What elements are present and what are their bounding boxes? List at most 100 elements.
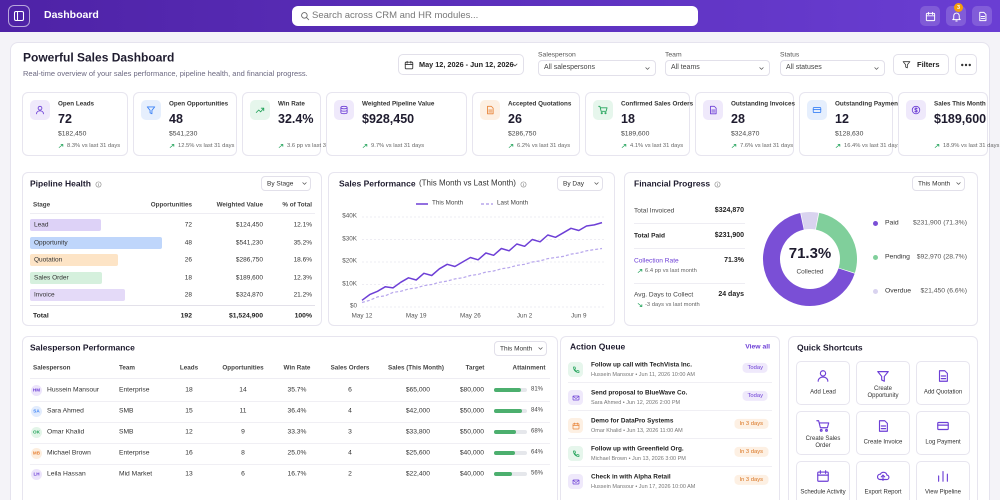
stage-name: Invoice bbox=[34, 291, 55, 299]
dropdown[interactable] bbox=[912, 176, 965, 191]
action-icon-bg bbox=[568, 446, 583, 461]
y-tick-label: $20K bbox=[342, 257, 357, 265]
icon-part bbox=[572, 366, 579, 373]
filter-label: Salesperson bbox=[538, 51, 576, 59]
dropdown[interactable] bbox=[557, 176, 603, 191]
icon bbox=[955, 180, 962, 187]
shortcut-tile[interactable] bbox=[796, 411, 850, 455]
search-box[interactable] bbox=[292, 6, 698, 26]
action-title[interactable]: Follow up call with TechVista Inc. bbox=[591, 361, 692, 369]
stage-share: 35.2% bbox=[293, 238, 312, 246]
pipeline-panel bbox=[22, 172, 322, 326]
stage-bar bbox=[30, 271, 102, 284]
shortcut-tile[interactable] bbox=[796, 361, 850, 405]
shortcut-tile[interactable] bbox=[856, 411, 910, 455]
icon-part bbox=[645, 66, 650, 70]
sales-orders: 4 bbox=[348, 449, 352, 457]
icon-part bbox=[938, 370, 948, 382]
shortcut-tile[interactable] bbox=[916, 361, 970, 405]
filters-button[interactable] bbox=[893, 54, 949, 75]
action-meta: Omar Khalid • Jun 13, 2026 11:00 AM bbox=[591, 427, 683, 434]
stage-opportunities: 18 bbox=[184, 273, 192, 281]
leads: 13 bbox=[185, 470, 193, 478]
dropdown[interactable] bbox=[494, 341, 547, 356]
opportunities: 6 bbox=[241, 470, 245, 478]
kpi-change: 6.2% vs last 31 days bbox=[517, 142, 571, 149]
icon-part bbox=[95, 181, 102, 187]
metric-label: Total Paid bbox=[634, 232, 666, 240]
icon-part bbox=[278, 144, 284, 148]
icon-part bbox=[538, 347, 543, 350]
more-button[interactable] bbox=[955, 54, 977, 75]
icon bbox=[936, 369, 950, 383]
icon-part bbox=[911, 105, 921, 115]
column-header: Stage bbox=[33, 201, 51, 209]
view-all-link[interactable]: View all bbox=[745, 343, 770, 351]
icon-part bbox=[404, 60, 414, 65]
icon-part bbox=[877, 371, 889, 382]
target: $50,000 bbox=[459, 407, 484, 415]
icon-part bbox=[877, 371, 889, 382]
attainment-bar bbox=[494, 409, 522, 413]
action-title[interactable]: Send proposal to BlueWave Co. bbox=[591, 389, 688, 397]
kpi-icon-bg bbox=[250, 100, 270, 120]
date-range: May 12, 2026 - Jun 12, 2026 bbox=[419, 59, 514, 69]
icon bbox=[977, 11, 988, 22]
x-tick-label: Jun 9 bbox=[571, 312, 587, 320]
icon-part bbox=[572, 395, 579, 399]
action-title[interactable]: Follow up with Greenfield Org. bbox=[591, 445, 684, 453]
filter-select[interactable] bbox=[780, 60, 885, 76]
page-subtitle: Real-time overview of your sales perform… bbox=[23, 68, 308, 78]
leads: 18 bbox=[185, 386, 193, 394]
icon-part bbox=[876, 471, 890, 481]
filter-select[interactable] bbox=[538, 60, 656, 76]
icon-part bbox=[600, 112, 603, 115]
shortcut-label: Schedule Activity bbox=[800, 489, 846, 496]
win-rate: 16.7% bbox=[287, 470, 307, 478]
action-title[interactable]: Check in with Alpha Retail bbox=[591, 473, 671, 481]
icon bbox=[404, 60, 414, 70]
kpi-card bbox=[22, 92, 128, 156]
shortcut-tile[interactable] bbox=[916, 411, 970, 455]
notification-badge bbox=[954, 3, 963, 12]
icon bbox=[758, 65, 765, 72]
column-header: Win Rate bbox=[283, 364, 311, 372]
legend-swatch bbox=[873, 288, 878, 294]
icon-part bbox=[902, 61, 911, 69]
icon-part bbox=[710, 105, 717, 115]
icon-part bbox=[572, 450, 579, 457]
menu-button[interactable] bbox=[8, 5, 30, 27]
icon-part bbox=[934, 144, 940, 148]
icon-part bbox=[512, 63, 518, 67]
kpi-change: 3.6 pp vs last 31 days bbox=[287, 142, 344, 149]
stage-share: 12.3% bbox=[293, 273, 312, 281]
icon bbox=[485, 105, 495, 115]
shortcut-tile[interactable] bbox=[856, 361, 910, 405]
filter-select[interactable] bbox=[665, 60, 770, 76]
icon bbox=[714, 181, 721, 188]
kpi-value: 48 bbox=[169, 112, 183, 127]
column-header: Sales (This Month) bbox=[388, 364, 444, 372]
opportunities: 11 bbox=[239, 407, 247, 415]
opportunities: 8 bbox=[241, 449, 245, 457]
legend-detail: $21,450 (6.6%) bbox=[920, 287, 967, 295]
metric-note: -3 days vs last month bbox=[645, 301, 700, 308]
icon-part bbox=[825, 428, 828, 432]
icon bbox=[925, 11, 936, 22]
due-badge: Today bbox=[742, 362, 768, 374]
stage-value: $286,750 bbox=[235, 256, 263, 264]
action-meta: Sara Ahmed • Jun 12, 2026 2:00 PM bbox=[591, 399, 681, 406]
toolbar-button[interactable] bbox=[920, 6, 940, 26]
icon-part bbox=[812, 107, 822, 113]
shortcut-label: Add Lead bbox=[810, 389, 836, 396]
y-tick-label: $40K bbox=[342, 212, 357, 220]
icon-part bbox=[714, 181, 721, 187]
date-picker[interactable] bbox=[398, 54, 524, 75]
dropdown[interactable] bbox=[261, 176, 311, 191]
icon-part bbox=[876, 471, 890, 481]
action-title[interactable]: Demo for DataPro Systems bbox=[591, 417, 674, 425]
icon bbox=[621, 143, 627, 149]
panel-title: Pipeline Health bbox=[30, 178, 91, 189]
icon-part bbox=[925, 11, 935, 16]
shortcut-tile[interactable] bbox=[796, 461, 850, 500]
